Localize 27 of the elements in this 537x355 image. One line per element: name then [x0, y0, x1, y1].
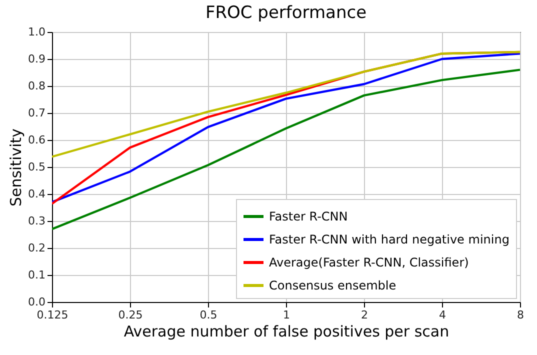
y-tick-label: 0.9 [28, 52, 46, 66]
x-tick-label: 0.25 [118, 308, 143, 322]
x-tick-label: 8 [517, 308, 524, 322]
y-tick-label: 0.0 [28, 296, 46, 308]
y-tick-label: 0.7 [28, 106, 46, 120]
y-tick-label: 0.1 [28, 268, 46, 282]
x-axis-title: Average number of false positives per scan [124, 322, 450, 340]
legend-label: Consensus ensemble [269, 278, 396, 292]
x-tick-label: 0.5 [200, 308, 218, 322]
y-tick-label: 0.6 [28, 134, 46, 146]
y-axis-title: Sensitivity [7, 128, 26, 207]
line-series [52, 50, 520, 158]
line-series [52, 68, 520, 230]
y-tick-label: 1.0 [28, 26, 46, 38]
x-tick-label: 4 [439, 308, 446, 322]
y-tick-label: 0.5 [28, 160, 46, 174]
x-tick-label: 1 [283, 308, 290, 322]
legend-label: Faster R-CNN [269, 210, 348, 224]
y-tick-label: 0.4 [28, 188, 46, 200]
x-tick-label: 0.125 [36, 308, 68, 322]
y-tick-label: 0.2 [28, 242, 46, 254]
legend-label: Faster R-CNN with hard negative mining [269, 232, 510, 246]
legend-label: Average(Faster R-CNN, Classifier) [269, 256, 469, 270]
chart-title: FROC performance [205, 3, 367, 23]
y-tick-label: 0.3 [28, 214, 46, 228]
y-tick-label: 0.8 [28, 80, 46, 92]
x-tick-label: 2 [361, 308, 368, 322]
